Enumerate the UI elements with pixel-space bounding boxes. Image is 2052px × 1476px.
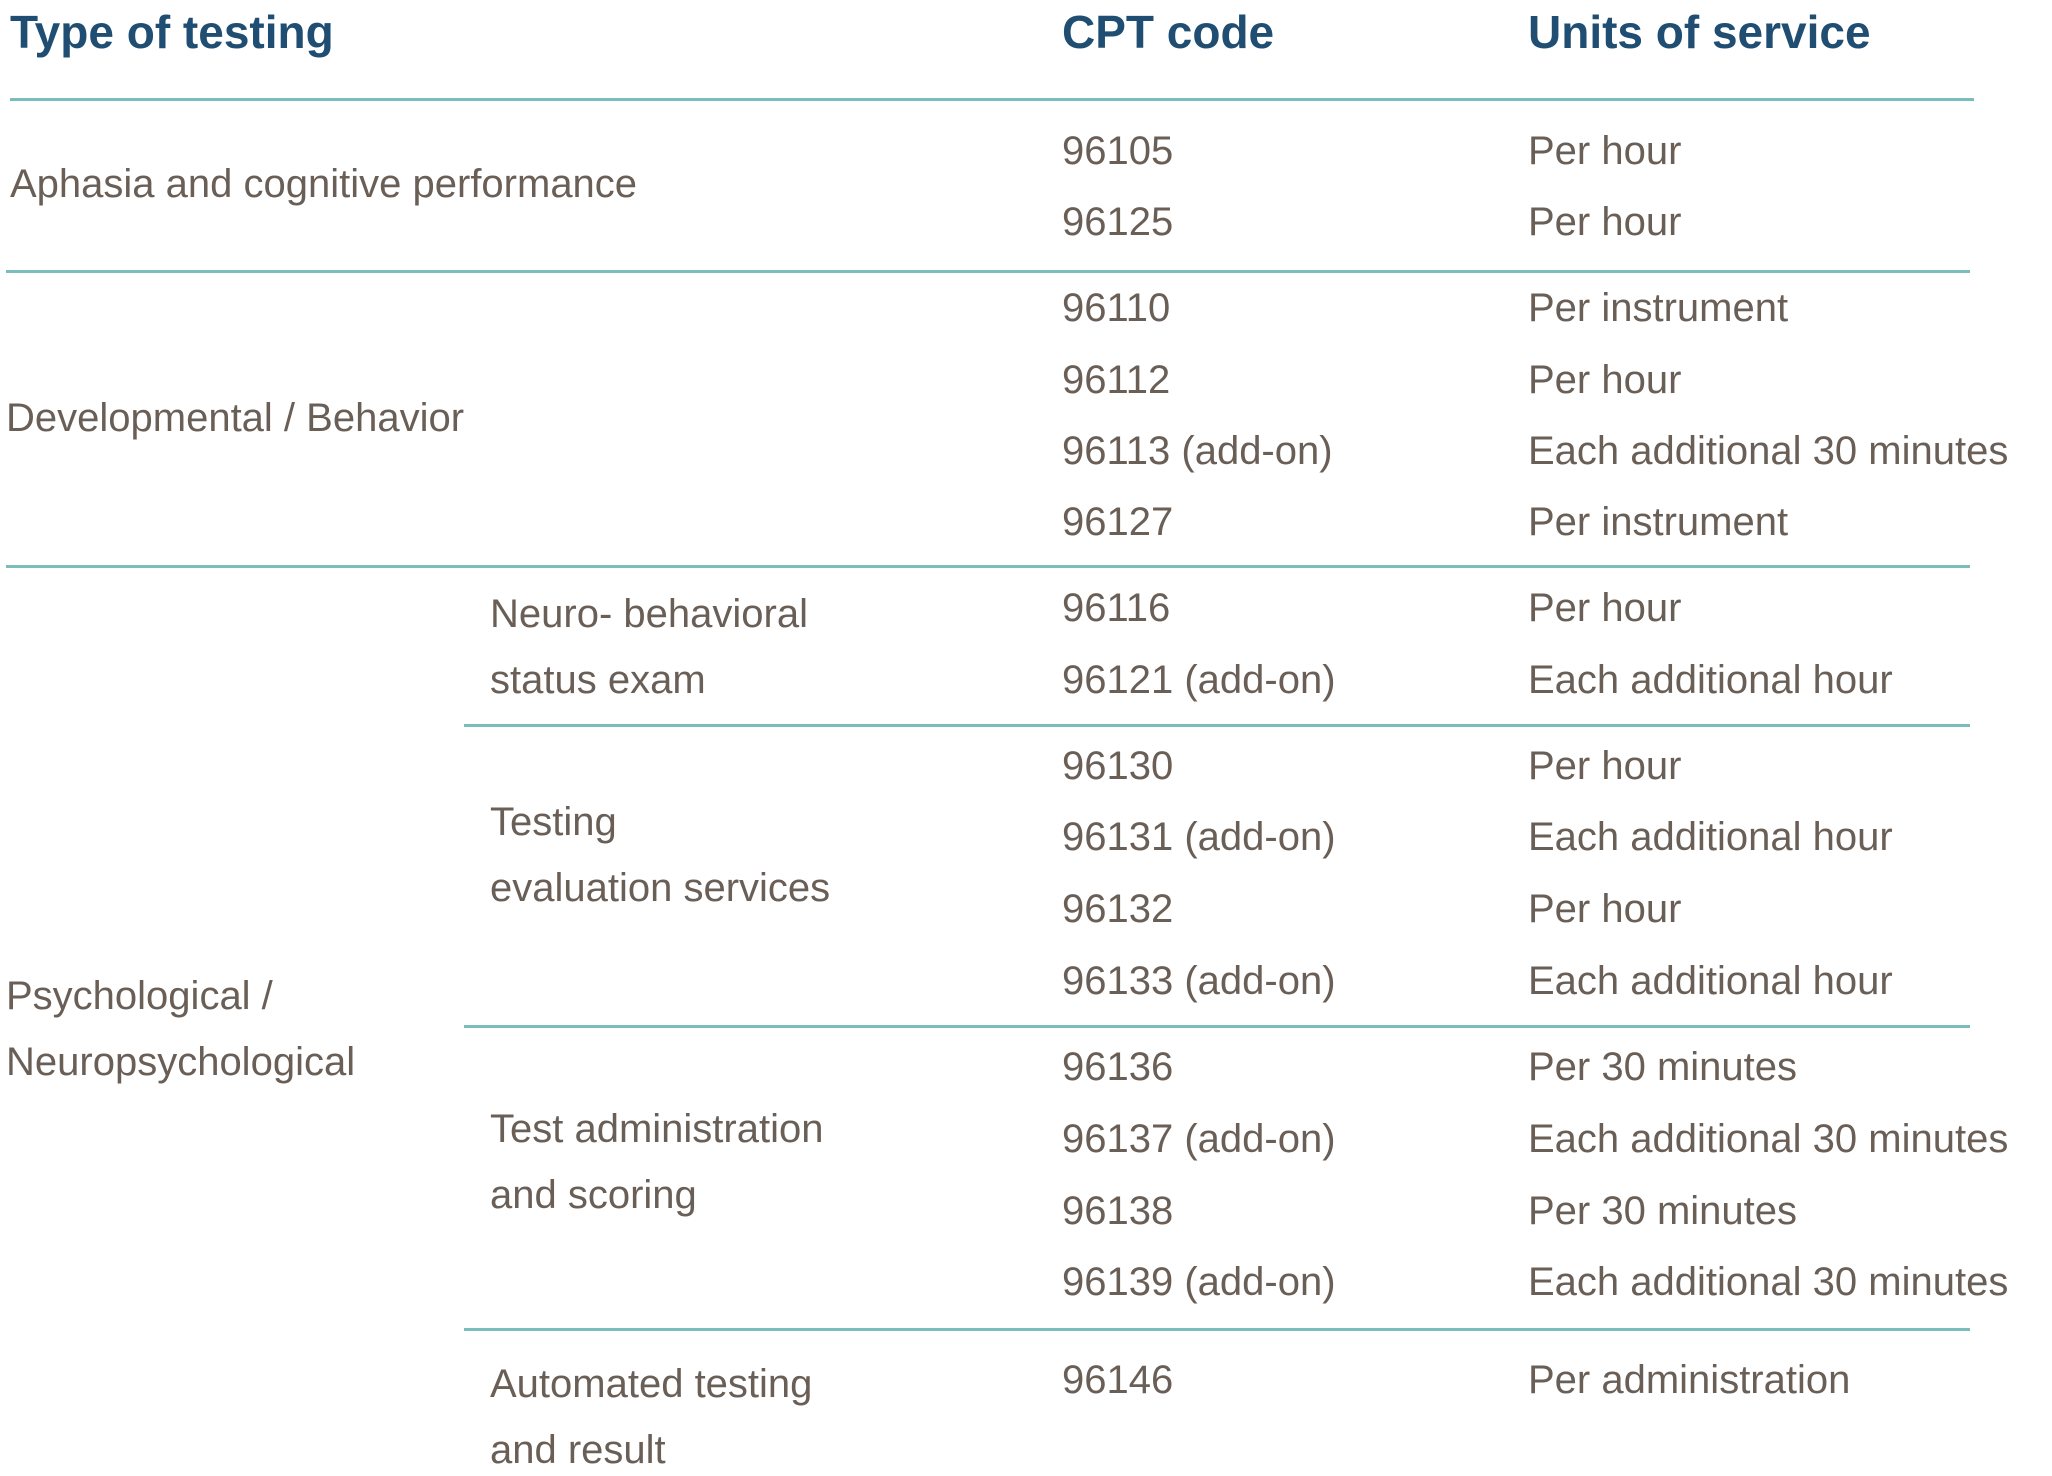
unit-of-service: Per hour bbox=[1528, 887, 1682, 931]
cpt-code: 96110 bbox=[1062, 286, 1171, 330]
unit-of-service: Each additional hour bbox=[1528, 815, 1893, 859]
unit-of-service: Per hour bbox=[1528, 586, 1682, 630]
cpt-code: 96131 (add-on) bbox=[1062, 815, 1336, 859]
cpt-code: 96112 bbox=[1062, 358, 1171, 402]
cpt-code: 96137 (add-on) bbox=[1062, 1117, 1336, 1161]
category-label: Psychological / Neuropsychological bbox=[6, 974, 356, 1084]
unit-of-service: Each additional 30 minutes bbox=[1528, 1260, 2009, 1304]
cpt-code: 96139 (add-on) bbox=[1062, 1260, 1336, 1304]
header-units-of-service: Units of service bbox=[1528, 6, 1871, 58]
cpt-code: 96130 bbox=[1062, 744, 1174, 788]
cpt-code: 96125 bbox=[1062, 200, 1174, 244]
row-divider bbox=[6, 565, 1970, 568]
unit-of-service: Each additional 30 minutes bbox=[1528, 429, 2009, 473]
unit-of-service: Per hour bbox=[1528, 744, 1682, 788]
unit-of-service: Per instrument bbox=[1528, 286, 1789, 330]
cpt-code: 96132 bbox=[1062, 887, 1174, 931]
unit-of-service: Per 30 minutes bbox=[1528, 1045, 1798, 1089]
unit-of-service: Per 30 minutes bbox=[1528, 1189, 1798, 1233]
subgroup-divider bbox=[464, 1025, 1970, 1028]
cpt-code: 96133 (add-on) bbox=[1062, 959, 1336, 1003]
cpt-code: 96127 bbox=[1062, 500, 1174, 544]
cpt-code: 96121 (add-on) bbox=[1062, 658, 1336, 702]
category-label: Aphasia and cognitive performance bbox=[10, 162, 638, 206]
subgroup-label: Automated testing and result bbox=[490, 1362, 813, 1472]
subgroup-label: Neuro- behavioral status exam bbox=[490, 592, 808, 702]
cpt-code: 96136 bbox=[1062, 1045, 1174, 1089]
header-type-of-testing: Type of testing bbox=[10, 6, 334, 58]
subgroup-divider bbox=[464, 1328, 1970, 1331]
unit-of-service: Per hour bbox=[1528, 129, 1682, 173]
subgroup-label: Test administration and scoring bbox=[490, 1107, 824, 1217]
unit-of-service: Each additional hour bbox=[1528, 959, 1893, 1003]
unit-of-service: Each additional hour bbox=[1528, 658, 1893, 702]
subgroup-divider bbox=[464, 724, 1970, 727]
unit-of-service: Per hour bbox=[1528, 200, 1682, 244]
unit-of-service: Per administration bbox=[1528, 1358, 1851, 1402]
category-label: Developmental / Behavior bbox=[6, 396, 465, 440]
cpt-code: 96116 bbox=[1062, 586, 1171, 630]
unit-of-service: Per hour bbox=[1528, 358, 1682, 402]
row-divider bbox=[6, 270, 1970, 273]
header-divider bbox=[10, 98, 1974, 101]
cpt-code: 96138 bbox=[1062, 1189, 1174, 1233]
unit-of-service: Per instrument bbox=[1528, 500, 1789, 544]
cpt-code: 96105 bbox=[1062, 129, 1174, 173]
header-cpt-code: CPT code bbox=[1062, 6, 1275, 58]
cpt-code: 96113 (add-on) bbox=[1062, 429, 1333, 473]
cpt-code: 96146 bbox=[1062, 1358, 1174, 1402]
unit-of-service: Each additional 30 minutes bbox=[1528, 1117, 2009, 1161]
subgroup-label: Testing evaluation services bbox=[490, 800, 831, 910]
